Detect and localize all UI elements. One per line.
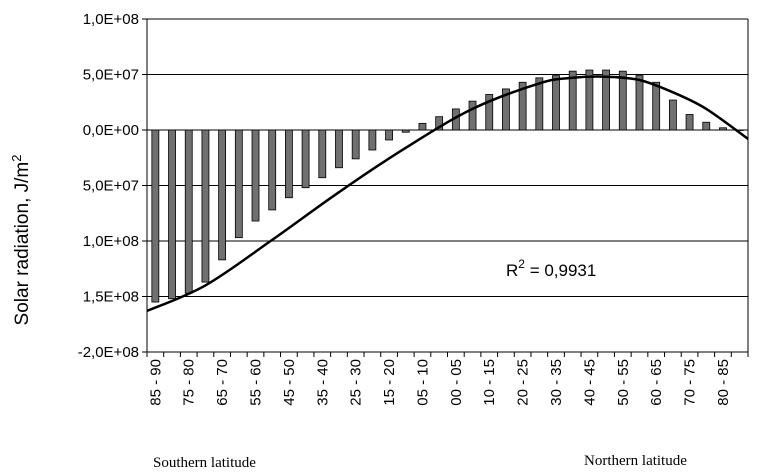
bar [618,70,627,131]
x-tick-label: 10 - 15 [481,359,498,406]
bar [468,100,477,131]
bar [435,116,444,131]
y-tick-label: 5,0E+07 [83,67,139,84]
bar [685,114,694,131]
x-tick-label: 35 - 40 [314,359,331,406]
bar [201,129,210,283]
x-tick-label: 15 - 20 [381,359,398,406]
bar [368,129,377,151]
bar [535,77,544,131]
bar [719,127,727,131]
northern-latitude-label: Northern latitude [584,453,687,469]
bar [318,129,327,179]
bar [351,129,360,160]
bar [184,129,193,294]
southern-latitude-label: Southern latitude [153,455,256,471]
bar [602,69,610,131]
bar [552,75,560,131]
y-axis-ticks: 1,0E+08 5,0E+07 0,0E+00 5,0E+07 1,0E+08 1,5E+… [78,11,147,361]
x-tick-label: 45 - 50 [281,359,298,406]
x-tick-label: 40 - 45 [581,359,598,406]
bar [568,70,577,131]
y-axis-label: Solar radiation, J/m2 [9,155,33,326]
trendline [146,75,749,313]
bar [485,94,494,131]
bar [285,129,293,199]
bar [268,129,277,211]
bar [251,129,260,222]
bar [168,129,176,300]
bar [335,129,343,169]
bar [218,129,227,261]
x-tick-label: 25 - 30 [348,359,365,406]
x-tick-label: 80 - 85 [715,359,732,406]
x-tick-label: 60 - 65 [648,359,665,406]
bar [702,121,711,131]
x-tick-label: 05 - 10 [414,359,431,406]
x-tick-label: 70 - 75 [682,359,699,406]
bar [502,88,510,131]
x-tick-label: 85 - 90 [147,359,164,406]
y-tick-label: -2,0E+08 [78,344,139,361]
bar [234,129,243,239]
y-tick-label: 5,0E+07 [83,178,139,195]
x-tick-label: 00 - 05 [448,359,465,406]
y-tick-label: 1,0E+08 [83,11,139,28]
bar [401,129,410,133]
y-tick-label: 0,0E+00 [83,122,139,139]
x-tick-label: 65 - 70 [214,359,231,406]
bar [585,69,594,131]
bar [668,99,677,131]
y-tick-label: 1,5E+08 [83,289,139,306]
bar [301,129,310,189]
x-tick-label: 30 - 35 [548,359,565,406]
x-tick-label: 75 - 80 [181,359,198,406]
x-axis-ticks: 85 - 90 75 - 80 65 - 70 55 - 60 45 - 50 35 - … [146,352,749,406]
bar [385,129,393,141]
bar [151,129,160,303]
bar [518,81,527,131]
r-squared-annotation: R2 = 0,9931 [506,257,596,280]
x-tick-label: 20 - 25 [515,359,532,406]
bar [652,81,661,131]
x-tick-label: 50 - 55 [615,359,632,406]
y-tick-label: 1,0E+08 [83,233,139,250]
bar [418,122,427,131]
bars [151,69,744,303]
x-tick-label: 55 - 60 [248,359,265,406]
bar [635,75,644,131]
